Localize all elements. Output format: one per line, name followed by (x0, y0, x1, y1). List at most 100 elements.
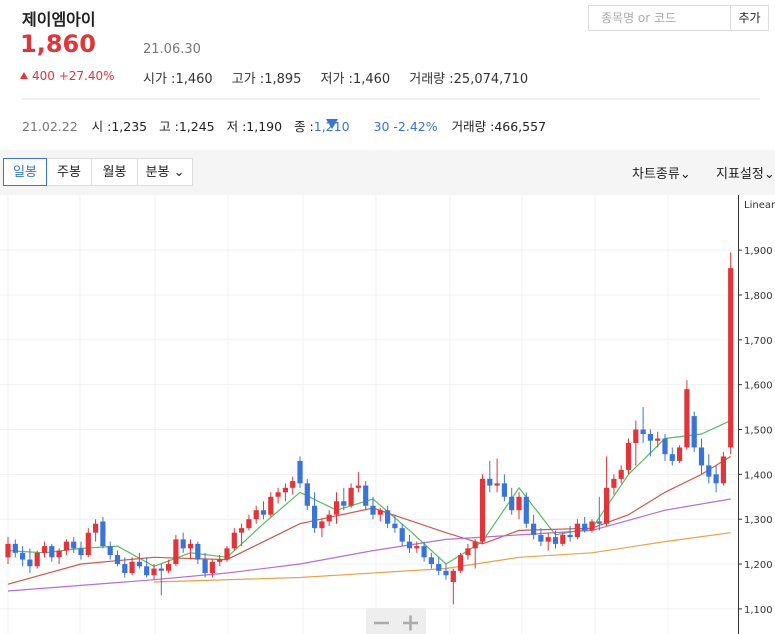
candle-body (56, 550, 62, 558)
search-input[interactable]: 종목명 or 코드 (588, 5, 731, 31)
candle-body (545, 537, 551, 542)
candle-body (392, 523, 398, 529)
candle-body (596, 521, 602, 524)
candle-body (450, 570, 456, 582)
candle-body (677, 447, 683, 461)
candle-body (574, 523, 580, 538)
menu[interactable]: 차트종류⌄ (632, 167, 691, 182)
y-tick-label: 1,900 (744, 246, 773, 257)
candle-body (209, 561, 215, 574)
candle-body (275, 492, 281, 497)
stat-value: 25,074,710 (453, 72, 529, 87)
candle-body (341, 501, 347, 506)
stat-value: 1,460 (352, 72, 391, 87)
candle-body (93, 523, 99, 533)
candle-body (260, 510, 267, 515)
candle-body (655, 438, 661, 441)
candle-body (443, 570, 449, 576)
tab[interactable]: 월봉 (91, 158, 138, 186)
candle-body (34, 552, 40, 567)
candle-body (662, 438, 668, 455)
candle-body (319, 521, 325, 529)
candle-body (560, 534, 566, 544)
candle-body (20, 552, 26, 560)
candle-body (552, 537, 559, 544)
candle-body (85, 532, 91, 556)
label: 시 : (91, 119, 112, 134)
moving-average (7, 420, 731, 567)
stat-label: 저가 : (320, 72, 353, 87)
candle-body (333, 501, 340, 515)
candle-body (136, 561, 142, 567)
candle-body (326, 514, 332, 522)
add-button[interactable]: 추가 (731, 5, 769, 31)
up-arrow (20, 72, 28, 79)
value: 1,210 (313, 119, 350, 134)
candle-body (12, 543, 18, 553)
candle-body (151, 568, 157, 576)
zoom-in[interactable] (403, 615, 418, 631)
menu-label: 차트종류 (632, 167, 680, 182)
candle-body (516, 496, 522, 511)
candle-body (436, 564, 442, 571)
candle-body (122, 564, 128, 574)
stat-label: 시가 : (143, 72, 176, 87)
candle-body (487, 478, 493, 486)
candle-body (282, 487, 288, 493)
candle-body (202, 559, 208, 574)
candle-body (217, 559, 223, 562)
candle-body (107, 546, 113, 556)
stock-name: 제이엠아이 (22, 10, 96, 29)
candle-body (509, 496, 515, 511)
y-tick-label: 1,400 (744, 470, 773, 481)
candle-body (691, 416, 697, 448)
tab[interactable]: 분봉 ⌄ (137, 158, 193, 186)
candle-body (640, 429, 646, 435)
stat: 고가 :1,895 (232, 68, 302, 87)
day-info: 21.02.22 시 :1,235 고 :1,245 저 :1,190 종 :1… (22, 116, 546, 135)
y-tick-label: 1,500 (744, 426, 773, 437)
moving-average (153, 532, 731, 583)
candle-body (268, 496, 274, 515)
y-tick-label: 1,200 (744, 560, 773, 571)
change-pct: +27.40% (58, 69, 115, 83)
menu[interactable]: 지표설정⌄ (716, 167, 775, 182)
candle-body (231, 532, 237, 549)
candle-body (239, 528, 245, 533)
candle-body (385, 510, 391, 524)
zoom-control (366, 608, 426, 634)
stat-label: 거래량 : (409, 72, 454, 87)
candle-body (647, 434, 653, 441)
value: -2.42% (393, 119, 438, 134)
candle-body (348, 487, 354, 506)
day-date: 21.02.22 (22, 119, 78, 134)
candle-body (479, 478, 486, 542)
candle-body (728, 268, 734, 448)
candle-body (538, 534, 544, 542)
candle-body (363, 485, 369, 506)
candle-body (406, 541, 413, 549)
stat: 저가 :1,460 (321, 68, 391, 87)
y-tick-label: 1,600 (744, 381, 773, 392)
tab-label: 분봉 (145, 165, 170, 180)
stat: 거래량 :25,074,710 (409, 68, 528, 87)
candle-body (458, 555, 464, 571)
menu-label: 지표설정 (716, 167, 764, 182)
tab[interactable]: 일봉 (3, 158, 47, 186)
stat-value: 1,895 (264, 72, 302, 87)
candle-body (297, 460, 303, 484)
candle-body (377, 510, 383, 515)
candle-body (370, 505, 376, 515)
candle-body (684, 389, 690, 448)
value: 1,245 (178, 119, 215, 134)
candle-body (414, 546, 420, 549)
candle-body (472, 541, 478, 549)
candle-body (669, 454, 675, 461)
candle-body (224, 548, 230, 560)
value: 1,190 (246, 119, 283, 134)
y-tick-label: 1,300 (744, 515, 773, 526)
candle-body (158, 568, 164, 571)
candle-body (494, 483, 500, 486)
tab[interactable]: 주봉 (46, 158, 92, 186)
